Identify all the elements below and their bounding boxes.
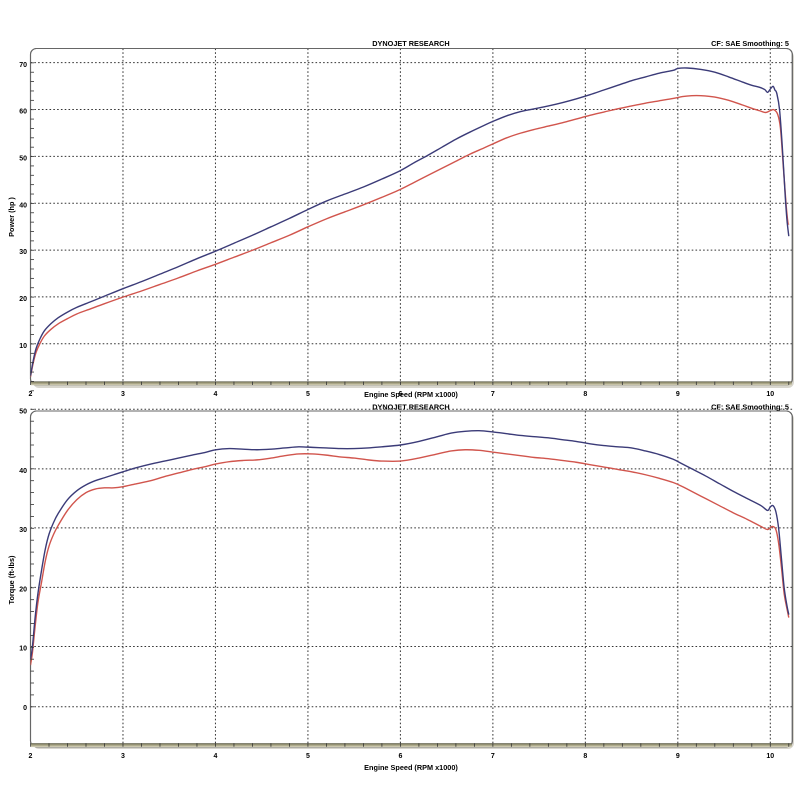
svg-text:60: 60	[19, 109, 27, 116]
svg-text:5: 5	[306, 391, 310, 398]
svg-text:9: 9	[676, 753, 680, 760]
svg-text:0: 0	[23, 705, 27, 712]
svg-text:10: 10	[766, 391, 774, 398]
svg-text:50: 50	[19, 156, 27, 163]
svg-text:7: 7	[491, 753, 495, 760]
svg-text:4: 4	[213, 753, 217, 760]
svg-text:8: 8	[583, 753, 587, 760]
svg-text:30: 30	[19, 249, 27, 256]
svg-text:5: 5	[306, 753, 310, 760]
svg-text:Engine Speed (RPM x1000): Engine Speed (RPM x1000)	[364, 390, 458, 399]
svg-text:70: 70	[19, 62, 27, 69]
svg-text:7: 7	[491, 391, 495, 398]
svg-text:20: 20	[19, 296, 27, 303]
svg-text:40: 40	[19, 202, 27, 209]
svg-text:40: 40	[19, 468, 27, 475]
svg-text:2: 2	[29, 391, 33, 398]
svg-text:8: 8	[583, 391, 587, 398]
svg-text:30: 30	[19, 527, 27, 534]
svg-text:DYNOJET RESEARCH: DYNOJET RESEARCH	[372, 39, 449, 48]
svg-text:10: 10	[19, 343, 27, 350]
svg-text:Engine Speed (RPM x1000): Engine Speed (RPM x1000)	[364, 763, 458, 772]
svg-text:2: 2	[29, 753, 33, 760]
svg-text:DYNOJET RESEARCH: DYNOJET RESEARCH	[372, 403, 449, 412]
svg-text:3: 3	[121, 753, 125, 760]
svg-text:20: 20	[19, 586, 27, 593]
svg-text:50: 50	[19, 408, 27, 415]
svg-text:Torque (ft-lbs): Torque (ft-lbs)	[7, 555, 16, 604]
svg-text:10: 10	[19, 646, 27, 653]
svg-text:CF: SAE Smoothing: 5: CF: SAE Smoothing: 5	[711, 39, 789, 48]
svg-text:10: 10	[766, 753, 774, 760]
svg-text:4: 4	[213, 391, 217, 398]
svg-text:6: 6	[398, 753, 402, 760]
svg-text:CF: SAE Smoothing: 5: CF: SAE Smoothing: 5	[711, 403, 789, 412]
svg-text:3: 3	[121, 391, 125, 398]
svg-text:Power (hp ): Power (hp )	[7, 197, 16, 237]
svg-text:9: 9	[676, 391, 680, 398]
